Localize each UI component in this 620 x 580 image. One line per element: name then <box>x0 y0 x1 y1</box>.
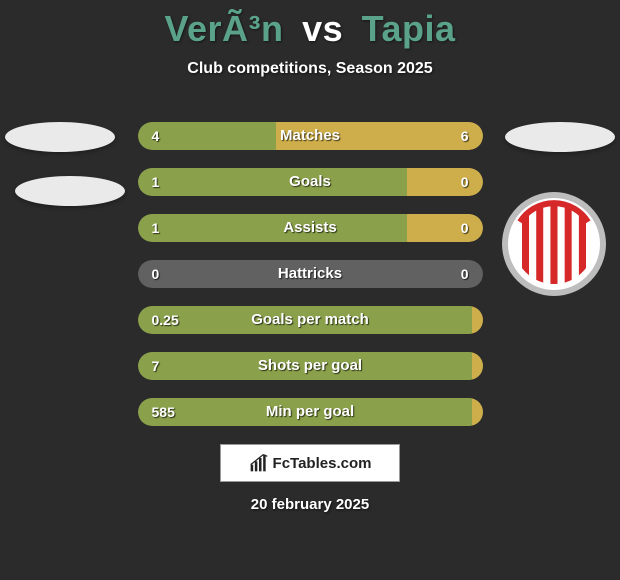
player1-avatar-placeholder-1 <box>5 122 115 152</box>
page-title: VerÃ³n vs Tapia <box>0 0 620 50</box>
stat-row: 10Assists <box>138 214 483 242</box>
stat-label: Matches <box>138 122 483 150</box>
stat-row: 00Hattricks <box>138 260 483 288</box>
title-vs: vs <box>302 8 343 49</box>
stat-label: Goals <box>138 168 483 196</box>
stat-label: Hattricks <box>138 260 483 288</box>
stat-label: Assists <box>138 214 483 242</box>
stat-row: 10Goals <box>138 168 483 196</box>
club-badge <box>500 180 608 308</box>
stat-row: 7Shots per goal <box>138 352 483 380</box>
stat-row: 0.25Goals per match <box>138 306 483 334</box>
title-player2: Tapia <box>362 8 456 49</box>
player2-avatar-placeholder <box>505 122 615 152</box>
chart-icon <box>249 453 269 473</box>
title-player1: VerÃ³n <box>165 8 284 49</box>
brand-text: FcTables.com <box>273 455 372 472</box>
subtitle: Club competitions, Season 2025 <box>0 60 620 78</box>
date-text: 20 february 2025 <box>0 496 620 513</box>
brand-box: FcTables.com <box>220 444 400 482</box>
stat-label: Shots per goal <box>138 352 483 380</box>
player1-avatar-placeholder-2 <box>15 176 125 206</box>
stat-label: Min per goal <box>138 398 483 426</box>
stat-row: 585Min per goal <box>138 398 483 426</box>
content-root: VerÃ³n vs Tapia Club competitions, Seaso… <box>0 0 620 580</box>
stat-row: 46Matches <box>138 122 483 150</box>
stat-label: Goals per match <box>138 306 483 334</box>
